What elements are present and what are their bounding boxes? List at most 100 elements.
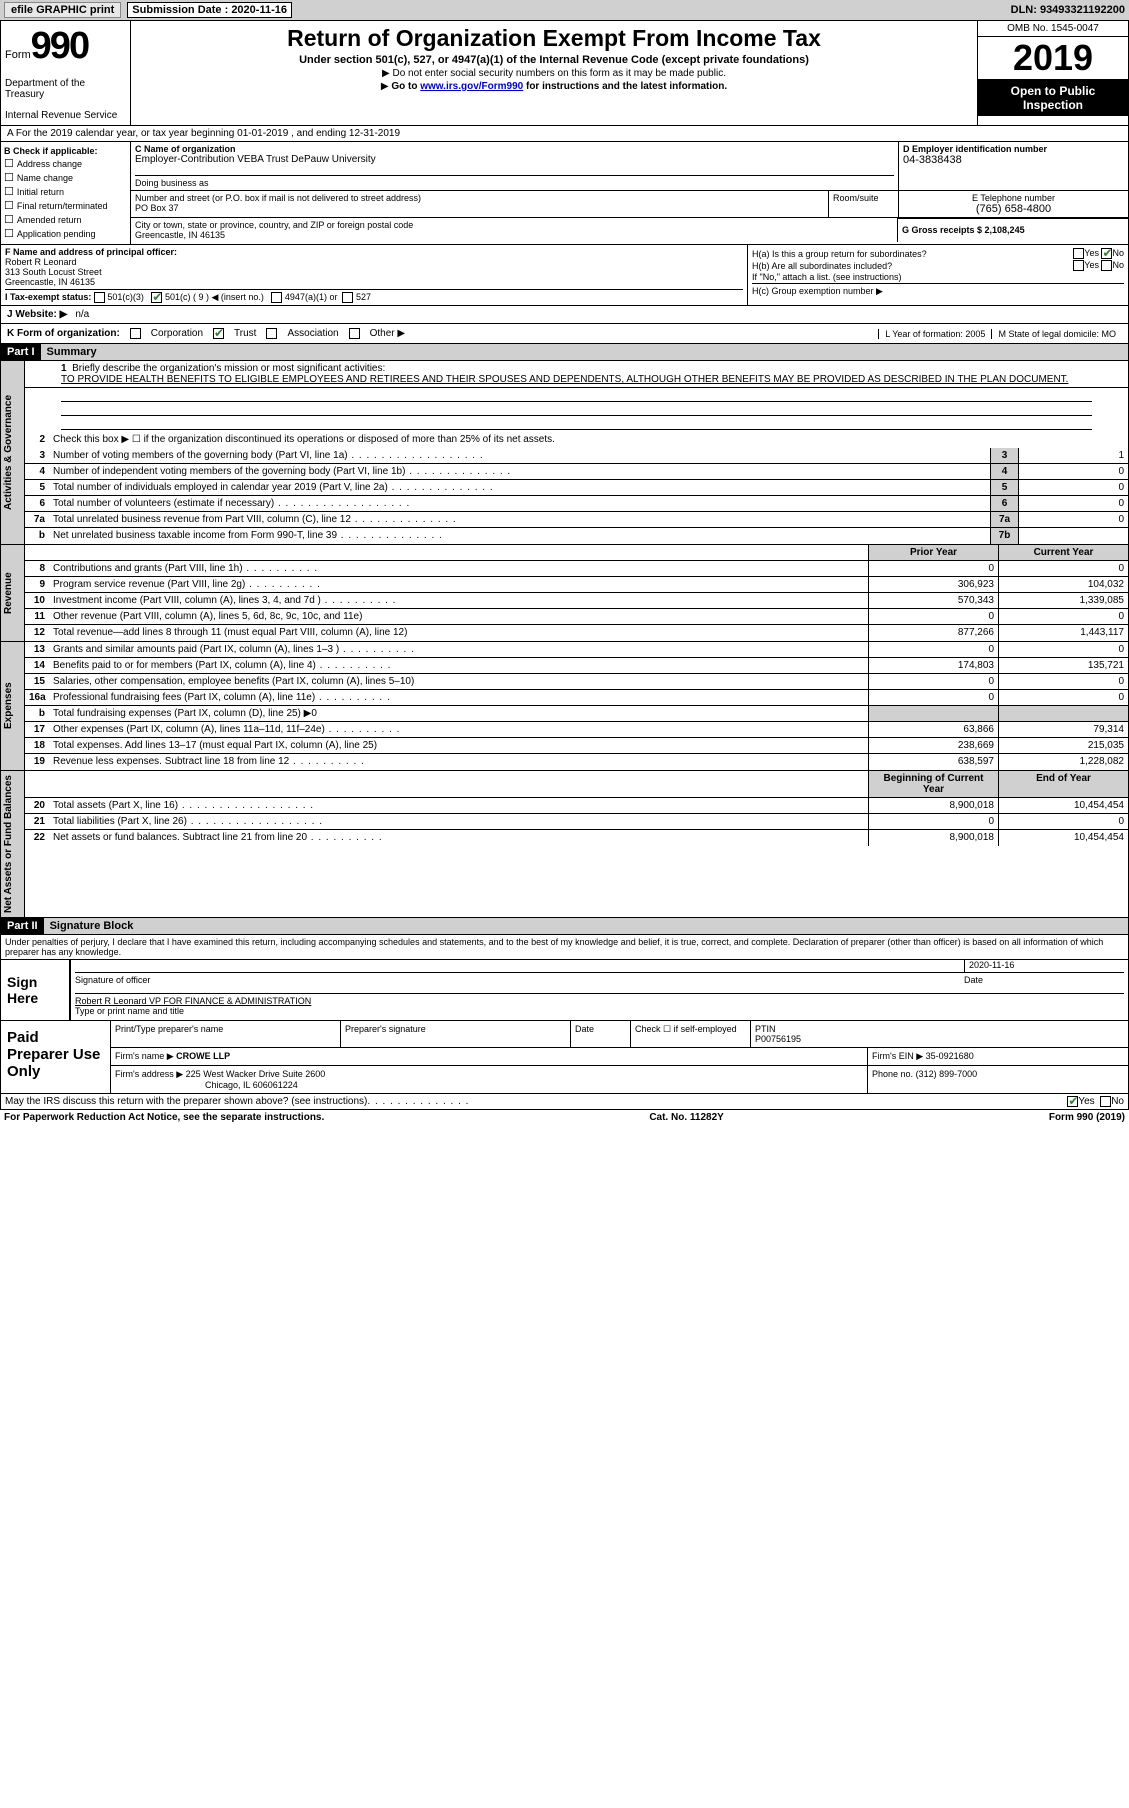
p-h2: Preparer's signature — [341, 1021, 571, 1047]
hdr-curr: Current Year — [998, 545, 1128, 560]
chk-name[interactable]: Name change — [4, 171, 127, 184]
p-ein: Firm's EIN ▶ 35-0921680 — [868, 1048, 1128, 1065]
dln: DLN: 93493321192200 — [1011, 4, 1125, 16]
f-addr2: Greencastle, IN 46135 — [5, 277, 743, 287]
dept-irs: Internal Revenue Service — [5, 110, 126, 121]
efile-label: efile GRAPHIC print — [4, 2, 121, 18]
irs-link[interactable]: www.irs.gov/Form990 — [420, 81, 523, 92]
chk-other[interactable] — [349, 328, 360, 339]
i-row: I Tax-exempt status: 501(c)(3) 501(c) ( … — [5, 289, 743, 303]
k-label: K Form of organization: — [7, 328, 120, 339]
row-19: 19Revenue less expenses. Subtract line 1… — [25, 754, 1128, 770]
chk-501c[interactable] — [151, 292, 162, 303]
part1-title: Summary — [41, 344, 1128, 360]
chk-pending[interactable]: Application pending — [4, 227, 127, 240]
k-row: K Form of organization: Corporation Trus… — [0, 324, 1129, 344]
p-h4: Check ☐ if self-employed — [631, 1021, 751, 1047]
line-a: A For the 2019 calendar year, or tax yea… — [0, 126, 1129, 142]
row-11: 11Other revenue (Part VIII, column (A), … — [25, 609, 1128, 625]
j-val: n/a — [75, 309, 89, 320]
sig-label: Signature of officer — [75, 975, 150, 985]
row-16a: 16aProfessional fundraising fees (Part I… — [25, 690, 1128, 706]
f-no[interactable] — [1100, 1096, 1111, 1107]
e-val: (765) 658-4800 — [903, 203, 1124, 215]
f-yes[interactable] — [1067, 1096, 1078, 1107]
chk-assoc[interactable] — [266, 328, 277, 339]
i-a1: 4947(a)(1) or — [285, 292, 338, 302]
f-label: F Name and address of principal officer: — [5, 247, 177, 257]
uline1 — [61, 390, 1092, 402]
hb-yes[interactable] — [1073, 260, 1084, 271]
d-label: D Employer identification number — [903, 144, 1047, 154]
chk-address[interactable]: Address change — [4, 157, 127, 170]
fh-row: F Name and address of principal officer:… — [0, 245, 1129, 306]
sum-ag: Activities & Governance 1 Briefly descri… — [0, 361, 1129, 545]
part1-header: Part I Summary — [0, 344, 1129, 361]
e-phone: E Telephone number (765) 658-4800 — [898, 191, 1128, 217]
q2-num: 2 — [25, 432, 49, 448]
part2-title: Signature Block — [44, 918, 1128, 934]
side-exp: Expenses — [1, 642, 25, 770]
form-label: Form — [5, 49, 31, 61]
ha-yes[interactable] — [1073, 248, 1084, 259]
city: City or town, state or province, country… — [131, 218, 898, 242]
row-12: 12Total revenue—add lines 8 through 11 (… — [25, 625, 1128, 641]
p-h3: Date — [571, 1021, 631, 1047]
dept-treasury: Department of the Treasury — [5, 78, 126, 100]
sum-exp: Expenses 13Grants and similar amounts pa… — [0, 642, 1129, 771]
row-21: 21Total liabilities (Part X, line 26)00 — [25, 814, 1128, 830]
submission-date: Submission Date : 2020-11-16 — [127, 2, 292, 18]
hc-label: H(c) Group exemption number ▶ — [752, 286, 883, 297]
footer-text: May the IRS discuss this return with the… — [5, 1096, 367, 1107]
d-ein: D Employer identification number 04-3838… — [898, 142, 1128, 190]
addr-val: PO Box 37 — [135, 203, 824, 213]
sig-name: Robert R Leonard VP FOR FINANCE & ADMINI… — [75, 996, 1124, 1006]
form-number-cell: Form990 Department of the Treasury Inter… — [1, 21, 131, 125]
efile-header: efile GRAPHIC print Submission Date : 20… — [0, 0, 1129, 20]
chk-initial[interactable]: Initial return — [4, 185, 127, 198]
uline2 — [61, 404, 1092, 416]
title-cell: Return of Organization Exempt From Incom… — [131, 21, 978, 125]
row-9: 9Program service revenue (Part VIII, lin… — [25, 577, 1128, 593]
footer-q: May the IRS discuss this return with the… — [0, 1094, 1129, 1110]
i-c3: 501(c)(3) — [107, 292, 144, 302]
city-val: Greencastle, IN 46135 — [135, 230, 893, 240]
chk-amended[interactable]: Amended return — [4, 213, 127, 226]
last-c: Cat. No. 11282Y — [649, 1112, 723, 1123]
section-bcdefg: B Check if applicable: Address change Na… — [0, 142, 1129, 245]
form-number: 990 — [31, 25, 88, 67]
side-rev: Revenue — [1, 545, 25, 641]
dba-label: Doing business as — [135, 175, 894, 188]
f-officer: F Name and address of principal officer:… — [1, 245, 748, 305]
hb2-label: If "No," attach a list. (see instruction… — [752, 272, 901, 282]
last-r: Form 990 (2019) — [1049, 1112, 1125, 1123]
row-15: 15Salaries, other compensation, employee… — [25, 674, 1128, 690]
row-17: 17Other expenses (Part IX, column (A), l… — [25, 722, 1128, 738]
last-l: For Paperwork Reduction Act Notice, see … — [4, 1112, 324, 1123]
col-b: B Check if applicable: Address change Na… — [1, 142, 131, 244]
b-label: B Check if applicable: — [4, 146, 98, 156]
ha-no[interactable] — [1101, 248, 1112, 259]
j-label: J Website: ▶ — [7, 309, 67, 320]
chk-trust[interactable] — [213, 328, 224, 339]
chk-527[interactable] — [342, 292, 353, 303]
i-527: 527 — [356, 292, 371, 302]
chk-4947[interactable] — [271, 292, 282, 303]
hb-no[interactable] — [1101, 260, 1112, 271]
sign-here: Sign Here — [1, 960, 71, 1020]
h-cell: H(a) Is this a group return for subordin… — [748, 245, 1128, 305]
row-22: 22Net assets or fund balances. Subtract … — [25, 830, 1128, 846]
hdr-prior: Prior Year — [868, 545, 998, 560]
row-b: bNet unrelated business taxable income f… — [25, 528, 1128, 544]
part1-num: Part I — [1, 344, 41, 360]
m-state: M State of legal domicile: MO — [991, 329, 1122, 339]
chk-final[interactable]: Final return/terminated — [4, 199, 127, 212]
subtitle-1: Under section 501(c), 527, or 4947(a)(1)… — [137, 54, 971, 66]
chk-501c3[interactable] — [94, 292, 105, 303]
l-year: L Year of formation: 2005 — [878, 329, 991, 339]
g-gross: G Gross receipts $ 2,108,245 — [898, 218, 1128, 242]
row-14: 14Benefits paid to or for members (Part … — [25, 658, 1128, 674]
sig-intro: Under penalties of perjury, I declare th… — [0, 935, 1129, 960]
row-18: 18Total expenses. Add lines 13–17 (must … — [25, 738, 1128, 754]
chk-corp[interactable] — [130, 328, 141, 339]
